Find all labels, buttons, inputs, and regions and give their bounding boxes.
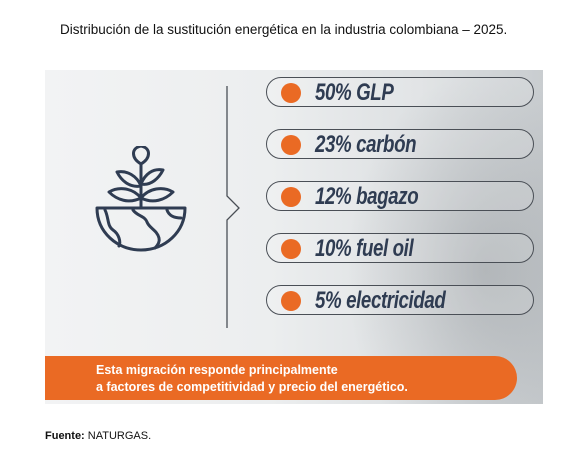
bracket-divider (226, 86, 240, 328)
bullet-dot-icon (281, 83, 301, 103)
energy-source-label: 23% carbón (315, 131, 417, 158)
bullet-dot-icon (281, 135, 301, 155)
bullet-dot-icon (281, 239, 301, 259)
background-photo-haze (345, 70, 543, 404)
energy-source-label: 10% fuel oil (315, 235, 414, 262)
source-label: Fuente: (45, 430, 85, 442)
energy-source-item: 10% fuel oil (266, 233, 534, 263)
energy-source-label: 50% GLP (315, 79, 394, 106)
energy-source-item: 23% carbón (266, 129, 534, 159)
banner-line-1: Esta migración responde principalmente (96, 363, 338, 377)
source-value: NATURGAS. (87, 430, 152, 442)
summary-banner: Esta migración responde principalmente a… (45, 356, 517, 400)
chart-title: Distribución de la sustitución energétic… (60, 22, 508, 37)
energy-source-item: 50% GLP (266, 77, 534, 107)
bullet-dot-icon (281, 187, 301, 207)
source-note: Fuente: NATURGAS. (45, 430, 151, 442)
banner-line-2: a factores de competitividad y precio de… (96, 380, 408, 394)
energy-source-item: 5% electricidad (266, 285, 534, 315)
infographic-panel: 50% GLP 23% carbón 12% bagazo 10% fuel oil 5… (45, 70, 543, 404)
bullet-dot-icon (281, 291, 301, 311)
energy-source-label: 12% bagazo (315, 183, 419, 210)
plant-globe-icon (95, 146, 187, 252)
energy-source-item: 12% bagazo (266, 181, 534, 211)
energy-source-label: 5% electricidad (315, 287, 446, 314)
